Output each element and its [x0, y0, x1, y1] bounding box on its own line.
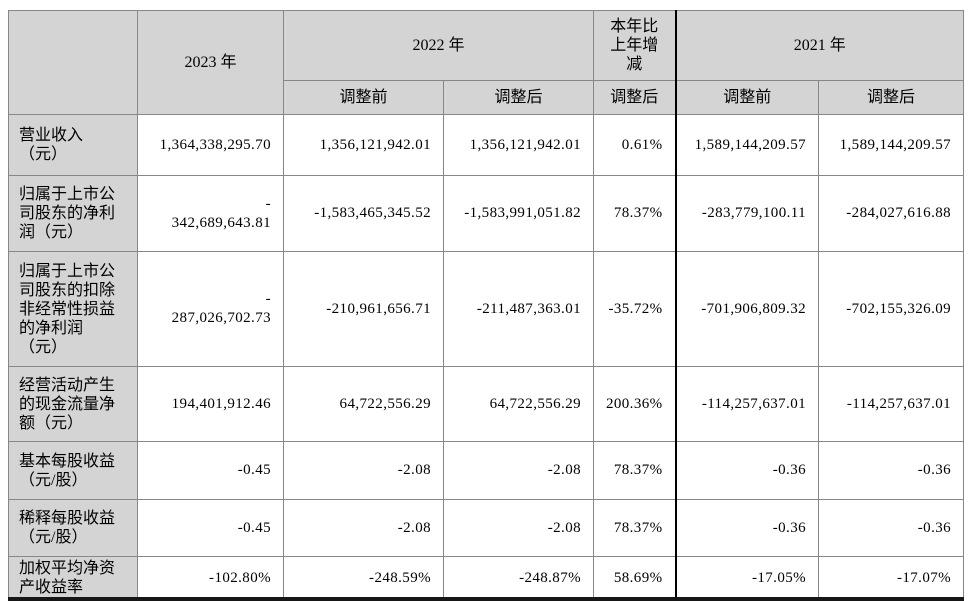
- header-year-2021: 2021 年: [675, 10, 965, 81]
- cell-roe-2022-before: -248.59%: [283, 556, 444, 600]
- cell-net-profit-yoy: 78.37%: [593, 175, 677, 252]
- cell-cash-flow-yoy: 200.36%: [593, 366, 677, 442]
- cell-net-profit-2021-after: -284,027,616.88: [818, 175, 965, 252]
- cell-net-profit-excl-yoy: -35.72%: [593, 251, 677, 367]
- cell-revenue-2023: 1,364,338,295.70: [137, 114, 284, 176]
- table-row-net-profit: 归属于上市公 司股东的净利 润（元） - 342,689,643.81 -1,5…: [8, 175, 965, 252]
- table-row-operating-cash-flow: 经营活动产生 的现金流量净 额（元） 194,401,912.46 64,722…: [8, 366, 965, 442]
- cell-net-profit-excl-2022-before: -210,961,656.71: [283, 251, 444, 367]
- corner-cell: [8, 10, 138, 115]
- table-row-basic-eps: 基本每股收益 （元/股） -0.45 -2.08 -2.08 78.37% -0…: [8, 441, 965, 500]
- header-yoy: 本年比 上年增 减: [593, 10, 677, 81]
- cell-cash-flow-2021-after: -114,257,637.01: [818, 366, 965, 442]
- cell-revenue-2021-after: 1,589,144,209.57: [818, 114, 965, 176]
- cell-diluted-eps-2021-after: -0.36: [818, 499, 965, 557]
- cell-basic-eps-2021-before: -0.36: [675, 441, 820, 500]
- cell-revenue-2022-after: 1,356,121,942.01: [442, 114, 595, 176]
- header-row-adjustments: 调整前 调整后 调整后 调整前 调整后: [9, 80, 965, 115]
- table-row-diluted-eps: 稀释每股收益 （元/股） -0.45 -2.08 -2.08 78.37% -0…: [8, 499, 965, 557]
- subheader-2021-adjust-after: 调整后: [818, 80, 965, 115]
- financial-summary-table: 2023 年 2022 年 本年比 上年增 减 2021 年 调整前 调整后 调…: [8, 10, 965, 600]
- cell-cash-flow-2022-before: 64,722,556.29: [283, 366, 444, 442]
- cell-roe-yoy: 58.69%: [593, 556, 677, 600]
- cell-cash-flow-2023: 194,401,912.46: [137, 366, 284, 442]
- table-row-weighted-avg-roe: 加权平均净资 产收益率 -102.80% -248.59% -248.87% 5…: [8, 556, 965, 600]
- cell-net-profit-2023: - 342,689,643.81: [137, 175, 284, 252]
- subheader-2022-adjust-after: 调整后: [442, 80, 595, 115]
- cell-roe-2023: -102.80%: [137, 556, 284, 600]
- subheader-yoy-adjust-after: 调整后: [593, 80, 677, 115]
- cell-net-profit-excl-2021-after: -702,155,326.09: [818, 251, 965, 367]
- cell-basic-eps-2023: -0.45: [137, 441, 284, 500]
- row-label-revenue: 营业收入 （元）: [8, 114, 138, 176]
- cell-basic-eps-2022-before: -2.08: [283, 441, 444, 500]
- cell-revenue-2022-before: 1,356,121,942.01: [283, 114, 444, 176]
- cell-diluted-eps-2022-after: -2.08: [442, 499, 595, 557]
- cell-revenue-yoy: 0.61%: [593, 114, 677, 176]
- cell-basic-eps-2021-after: -0.36: [818, 441, 965, 500]
- row-label-basic-eps: 基本每股收益 （元/股）: [8, 441, 138, 500]
- table-row-net-profit-excl-nonrecurring: 归属于上市公 司股东的扣除 非经常性损益 的净利润 （元） - 287,026,…: [8, 251, 965, 367]
- cell-net-profit-excl-2022-after: -211,487,363.01: [442, 251, 595, 367]
- header-year-2022: 2022 年: [282, 10, 595, 81]
- cell-roe-2021-after: -17.07%: [818, 556, 965, 600]
- cell-diluted-eps-2021-before: -0.36: [675, 499, 820, 557]
- table-row-revenue: 营业收入 （元） 1,364,338,295.70 1,356,121,942.…: [8, 114, 965, 176]
- cell-net-profit-excl-2021-before: -701,906,809.32: [675, 251, 820, 367]
- row-label-weighted-avg-roe: 加权平均净资 产收益率: [8, 556, 138, 600]
- table-header: 2023 年 2022 年 本年比 上年增 减 2021 年 调整前 调整后 调…: [8, 10, 965, 115]
- header-year-2023: 2023 年: [137, 10, 284, 115]
- row-label-net-profit: 归属于上市公 司股东的净利 润（元）: [8, 175, 138, 252]
- cell-diluted-eps-2022-before: -2.08: [283, 499, 444, 557]
- cell-net-profit-2022-before: -1,583,465,345.52: [283, 175, 444, 252]
- header-row-years: 2023 年 2022 年 本年比 上年增 减 2021 年: [8, 10, 965, 115]
- cell-net-profit-excl-2023: - 287,026,702.73: [137, 251, 284, 367]
- cell-diluted-eps-yoy: 78.37%: [593, 499, 677, 557]
- cropped-next-row-edge: [8, 597, 964, 601]
- cell-basic-eps-2022-after: -2.08: [442, 441, 595, 500]
- row-label-operating-cash-flow: 经营活动产生 的现金流量净 额（元）: [8, 366, 138, 442]
- cell-revenue-2021-before: 1,589,144,209.57: [675, 114, 820, 176]
- subheader-2022-adjust-before: 调整前: [283, 80, 444, 115]
- row-label-diluted-eps: 稀释每股收益 （元/股）: [8, 499, 138, 557]
- cell-roe-2022-after: -248.87%: [442, 556, 595, 600]
- cell-roe-2021-before: -17.05%: [675, 556, 820, 600]
- cell-cash-flow-2022-after: 64,722,556.29: [442, 366, 595, 442]
- cell-net-profit-2022-after: -1,583,991,051.82: [442, 175, 595, 252]
- cell-net-profit-2021-before: -283,779,100.11: [675, 175, 820, 252]
- row-label-net-profit-excl-nonrecurring: 归属于上市公 司股东的扣除 非经常性损益 的净利润 （元）: [8, 251, 138, 367]
- table-body: 营业收入 （元） 1,364,338,295.70 1,356,121,942.…: [8, 114, 965, 600]
- cell-basic-eps-yoy: 78.37%: [593, 441, 677, 500]
- subheader-2021-adjust-before: 调整前: [675, 80, 820, 115]
- cell-cash-flow-2021-before: -114,257,637.01: [675, 366, 820, 442]
- cell-diluted-eps-2023: -0.45: [137, 499, 284, 557]
